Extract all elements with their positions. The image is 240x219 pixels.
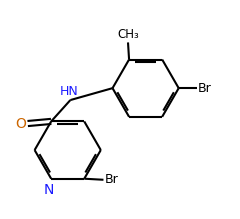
Text: CH₃: CH₃ bbox=[117, 28, 139, 41]
Text: Br: Br bbox=[198, 82, 211, 95]
Text: N: N bbox=[44, 183, 54, 196]
Text: Br: Br bbox=[104, 173, 118, 186]
Text: O: O bbox=[15, 117, 26, 131]
Text: HN: HN bbox=[60, 85, 79, 98]
